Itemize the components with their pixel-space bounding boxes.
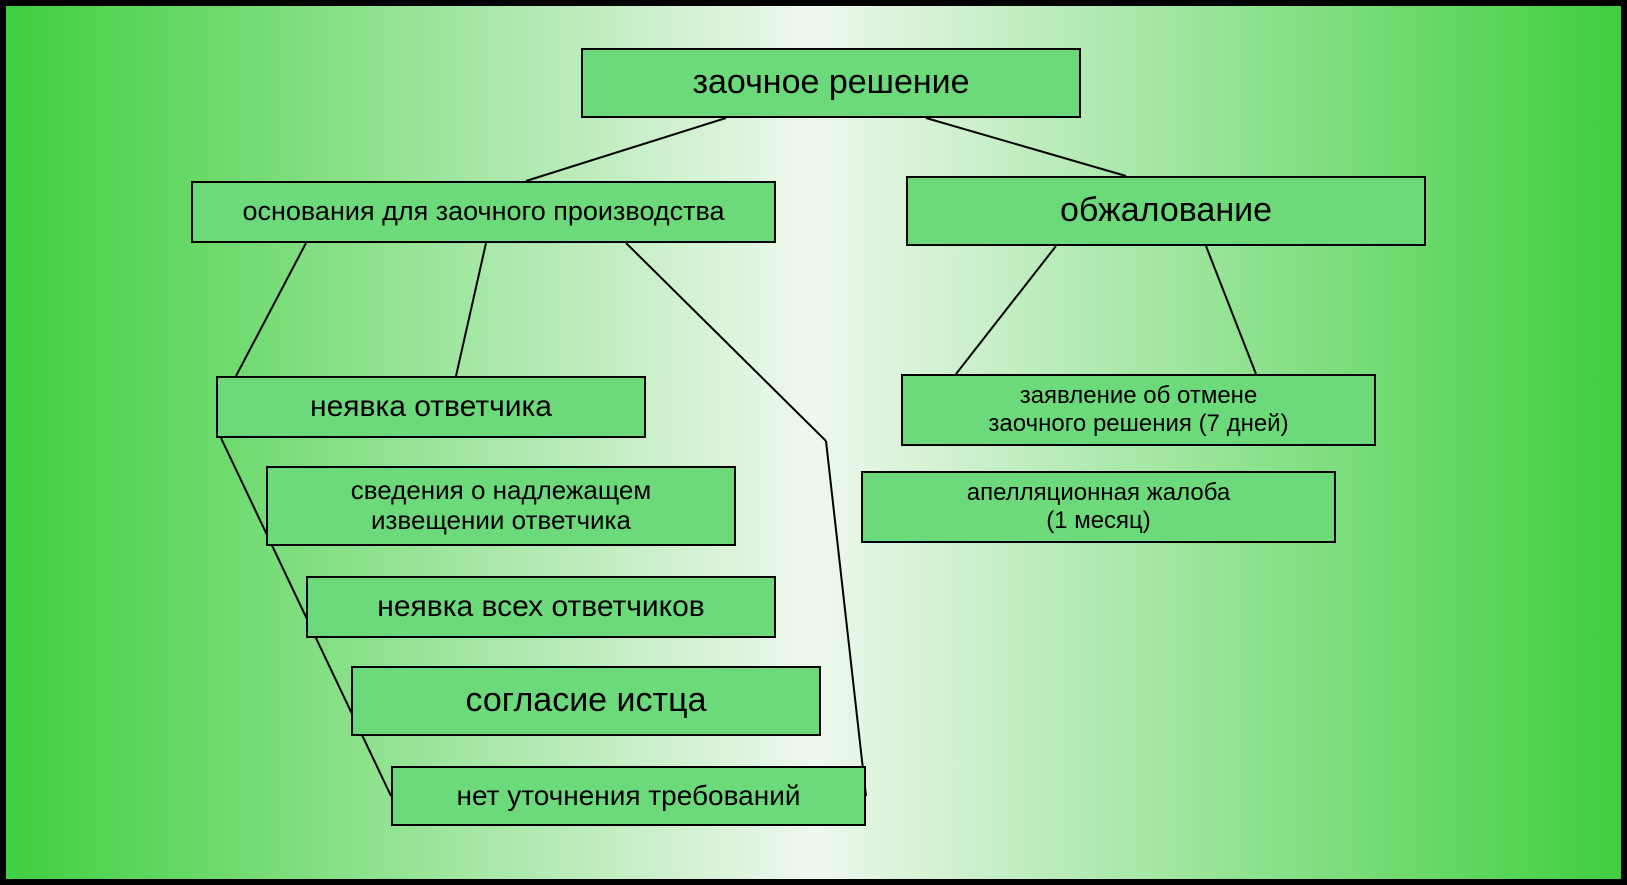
edge xyxy=(926,118,1126,176)
node-a1: заявление об отмене заочного решения (7 … xyxy=(901,374,1376,446)
node-basis: основания для заочного производства xyxy=(191,181,776,243)
edge xyxy=(456,243,486,376)
edge xyxy=(526,118,726,181)
node-b4: согласие истца xyxy=(351,666,821,736)
node-appeal: обжалование xyxy=(906,176,1426,246)
edges-layer xyxy=(6,6,1627,885)
node-b3: неявка всех ответчиков xyxy=(306,576,776,638)
node-b5: нет уточнения требований xyxy=(391,766,866,826)
edge xyxy=(956,246,1056,374)
diagram-frame: заочное решение основания для заочного пр… xyxy=(0,0,1627,885)
edge xyxy=(826,441,866,796)
node-b2: сведения о надлежащем извещении ответчик… xyxy=(266,466,736,546)
node-root: заочное решение xyxy=(581,48,1081,118)
edge xyxy=(236,243,306,376)
edge xyxy=(1206,246,1256,374)
node-b1: неявка ответчика xyxy=(216,376,646,438)
node-a2: апелляционная жалоба (1 месяц) xyxy=(861,471,1336,543)
edge xyxy=(626,243,826,441)
